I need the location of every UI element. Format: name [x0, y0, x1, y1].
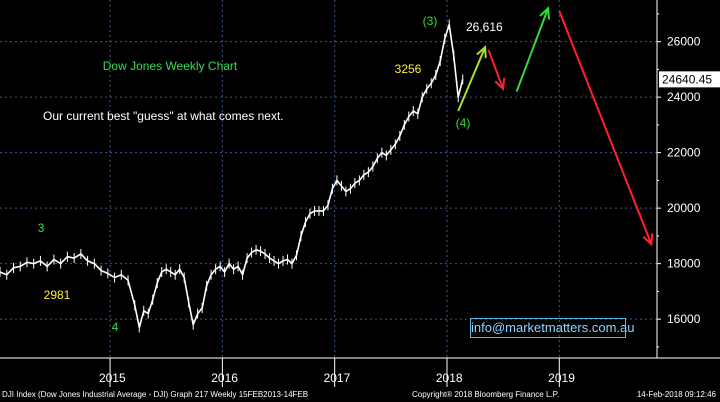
last-price-label: 24640.45 — [662, 72, 712, 86]
chart-subtitle: Our current best "guess" at what comes n… — [43, 109, 284, 123]
projection-arrow — [515, 7, 549, 92]
chart-footer: DJI Index (Dow Jones Industrial Average … — [0, 387, 720, 402]
last-price-box — [659, 71, 720, 88]
x-tick-label: 2017 — [324, 371, 351, 385]
price-line — [0, 23, 464, 329]
price-series — [0, 19, 464, 333]
projection-arrow-head — [642, 233, 654, 247]
y-tick-label: 16000 — [667, 312, 701, 326]
projection-arrows — [457, 6, 654, 247]
projection-arrow — [487, 49, 505, 90]
points-3256-label: 3256 — [395, 62, 422, 76]
y-tick-label: 20000 — [667, 201, 701, 215]
wave-3-label: (3) — [423, 14, 438, 28]
footer-security-info: DJI Index (Dow Jones Industrial Average … — [2, 390, 309, 399]
y-tick-label: 24000 — [667, 90, 701, 104]
x-tick-label: 2015 — [99, 371, 126, 385]
x-tick-label: 2018 — [436, 371, 463, 385]
y-tick-label: 22000 — [667, 146, 701, 160]
wave-4-label: (4) — [456, 116, 471, 130]
y-tick-label: 18000 — [667, 257, 701, 271]
label-4: 4 — [112, 320, 119, 334]
projection-arrow-head — [539, 6, 551, 20]
footer-timestamp: 14-Feb-2018 09:12:46 — [636, 390, 716, 399]
top-value-label: 26,616 — [466, 20, 503, 34]
contact-email-link[interactable]: info@marketmatters.com.au — [470, 318, 634, 338]
projection-arrow-head — [494, 77, 506, 91]
y-axis: 16000 18000 20000 22000 24000 26000 24640.45 — [0, 0, 720, 359]
y-tick-label: 26000 — [667, 35, 701, 49]
x-axis: 2015 2016 2017 2018 2019 — [99, 358, 575, 387]
label-3: 3 — [38, 221, 45, 235]
chart-title: Dow Jones Weekly Chart — [103, 59, 238, 73]
projection-arrow — [457, 46, 487, 112]
label-2981: 2981 — [44, 288, 71, 302]
projection-arrow-head — [476, 45, 487, 59]
x-tick-label: 2019 — [548, 371, 575, 385]
projection-arrow — [558, 10, 653, 245]
chart-grid — [0, 0, 657, 358]
x-tick-label: 2016 — [211, 371, 238, 385]
footer-copyright: Copyright® 2018 Bloomberg Finance L.P. — [412, 390, 560, 399]
